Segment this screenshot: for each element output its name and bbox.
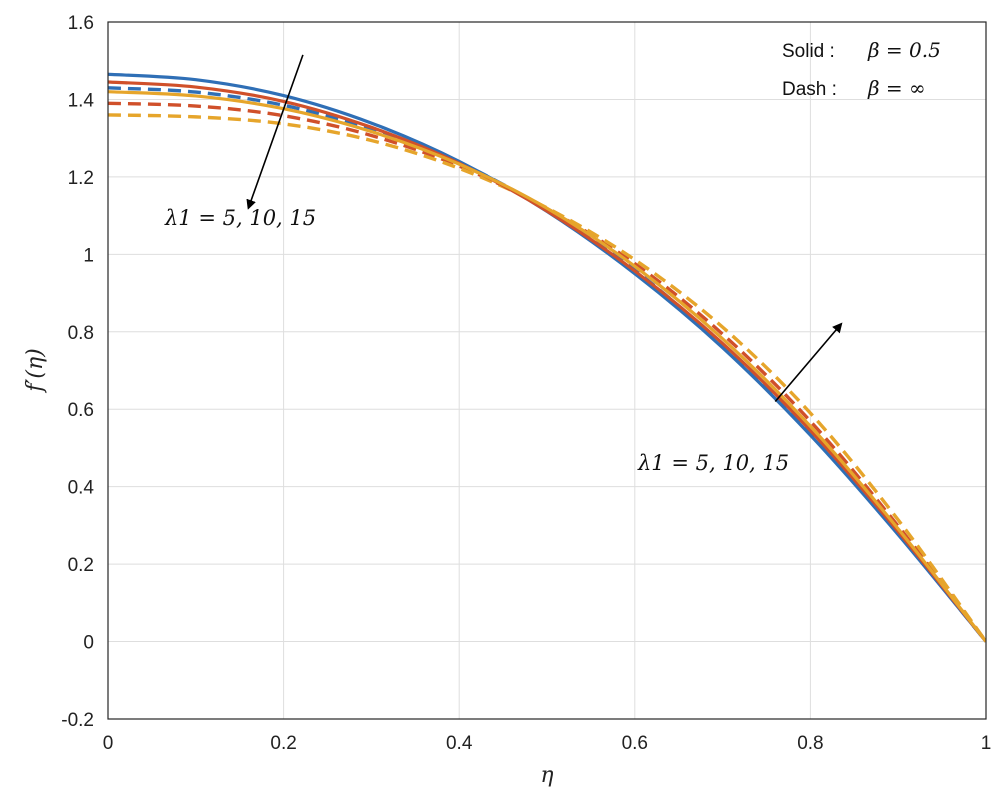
annotation-arrow-1 [246, 54, 304, 210]
legend: Solid : β = 0.5 Dash : β = ∞ [782, 38, 941, 100]
y-tick-label: 0 [83, 633, 94, 654]
x-tick-label: 0.2 [270, 733, 296, 754]
tick-labels: 0 0.2 0.4 0.6 0.8 1 -0.2 0 0.2 0.4 0.6 0.8 1 1.2 1.4 1.… [61, 13, 991, 754]
y-axis-label: f′(η) [23, 348, 48, 393]
legend-dash-label: Dash : [782, 79, 837, 100]
y-tick-label: 1 [83, 245, 94, 266]
y-tick-label: 0.8 [68, 323, 94, 344]
annotation-arrow-2 [774, 322, 843, 402]
y-tick-label: -0.2 [61, 710, 94, 731]
legend-solid-label: Solid : [782, 41, 835, 62]
plot-frame [107, 21, 987, 720]
series-line-dash-lambda-15 [108, 113, 986, 643]
series-line-solid-lambda-15 [108, 90, 986, 643]
x-tick-label: 0.4 [446, 733, 473, 754]
y-tick-label: 0.6 [68, 400, 94, 421]
y-tick-label: 0.2 [68, 555, 94, 576]
series-line-solid-lambda-10 [108, 80, 986, 643]
x-tick-label: 0.6 [622, 733, 648, 754]
y-tick-label: 1.2 [68, 168, 94, 189]
plot-background [108, 22, 986, 719]
y-tick-label: 1.4 [68, 90, 95, 111]
series-group [108, 72, 986, 643]
legend-dash-value: β = ∞ [867, 76, 926, 100]
x-tick-label: 0 [103, 733, 114, 754]
annotation-bottom-right: λ1 = 5, 10, 15 [637, 451, 789, 475]
legend-solid-value: β = 0.5 [867, 38, 941, 62]
annotation-top-left: λ1 = 5, 10, 15 [164, 206, 316, 230]
y-tick-label: 0.4 [68, 478, 95, 499]
x-axis-label: η [540, 763, 553, 788]
annotations: λ1 = 5, 10, 15 λ1 = 5, 10, 15 [164, 54, 843, 475]
x-tick-label: 0.8 [797, 733, 823, 754]
x-tick-label: 1 [981, 733, 992, 754]
y-tick-label: 1.6 [68, 13, 94, 34]
